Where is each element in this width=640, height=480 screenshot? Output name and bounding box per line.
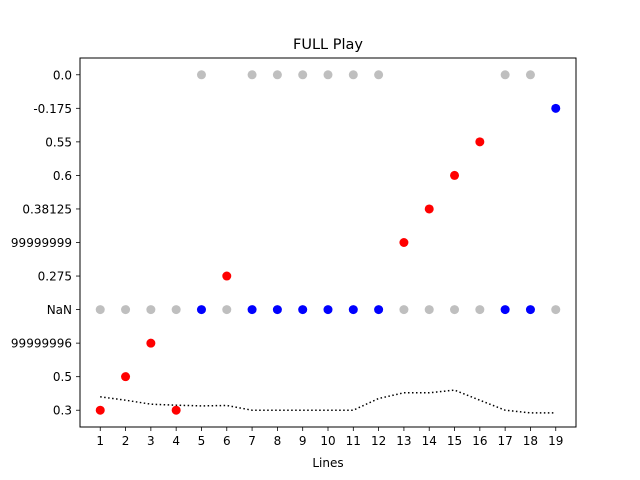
plot-marks <box>95 70 561 415</box>
x-tick-label: 15 <box>447 434 462 448</box>
y-tick-label: NaN <box>47 303 72 317</box>
red-point <box>450 170 460 180</box>
gray-point <box>247 70 257 80</box>
red-point <box>146 338 156 348</box>
gray-point <box>475 305 485 315</box>
gray-point <box>222 305 232 315</box>
gray-point <box>500 70 510 80</box>
x-tick-label: 17 <box>498 434 513 448</box>
blue-point <box>298 305 308 315</box>
gray-point <box>450 305 460 315</box>
x-tick-label: 10 <box>320 434 335 448</box>
blue-point <box>500 305 510 315</box>
blue-point <box>374 305 384 315</box>
y-tick-label: 99999996 <box>11 337 72 351</box>
blue-point <box>323 305 333 315</box>
gray-point <box>348 70 358 80</box>
x-tick-label: 6 <box>223 434 231 448</box>
red-point <box>171 405 181 415</box>
x-tick-label: 12 <box>371 434 386 448</box>
gray-point <box>272 70 282 80</box>
x-tick-label: 11 <box>346 434 361 448</box>
y-tick-label: 0.5 <box>53 370 72 384</box>
x-tick-label: 13 <box>396 434 411 448</box>
blue-point <box>525 305 535 315</box>
red-point <box>399 238 409 247</box>
blue-point <box>551 103 561 113</box>
gray-point <box>399 305 409 315</box>
gray-point <box>374 70 384 80</box>
y-tick-label: 0.3 <box>53 404 72 418</box>
blue-point <box>247 305 257 315</box>
red-point <box>475 137 485 147</box>
chart-title: FULL Play <box>293 37 363 53</box>
plot-frame <box>79 57 577 428</box>
blue-point <box>272 305 282 315</box>
x-tick-label: 1 <box>96 434 104 448</box>
y-axis: 0.3 0.5 99999996 NaN 0.275 99999999 0.38125 0.6… <box>11 68 80 418</box>
gray-point <box>146 305 156 315</box>
x-tick-label: 4 <box>172 434 180 448</box>
x-tick-label: 9 <box>299 434 307 448</box>
red-point <box>222 271 232 281</box>
trend-line <box>100 389 556 414</box>
blue-point <box>196 305 206 315</box>
x-tick-label: 18 <box>523 434 538 448</box>
gray-point <box>424 305 434 315</box>
x-tick-label: 14 <box>422 434 437 448</box>
x-tick-label: 19 <box>548 434 563 448</box>
red-point <box>121 372 131 382</box>
x-tick-label: 5 <box>198 434 206 448</box>
gray-point <box>525 70 535 80</box>
gray-point <box>95 305 105 315</box>
blue-point <box>348 305 358 315</box>
gray-point <box>298 70 308 80</box>
y-tick-label: -0.175 <box>33 102 72 116</box>
gray-point <box>551 305 561 315</box>
x-tick-label: 8 <box>274 434 282 448</box>
gray-point <box>171 305 181 315</box>
red-point <box>95 405 105 415</box>
y-tick-label: 0.55 <box>45 135 72 149</box>
gray-point <box>196 70 206 80</box>
y-tick-label: 99999999 <box>11 236 72 250</box>
y-tick-label: 0.275 <box>38 270 72 284</box>
gray-point <box>121 305 131 315</box>
x-tick-label: 3 <box>147 434 155 448</box>
x-tick-label: 16 <box>472 434 487 448</box>
gray-point <box>323 70 333 80</box>
y-tick-label: 0.38125 <box>22 202 72 216</box>
x-tick-label: 7 <box>248 434 256 448</box>
y-tick-label: 0.0 <box>53 68 72 82</box>
x-tick-label: 2 <box>122 434 130 448</box>
red-point <box>424 204 434 214</box>
y-tick-label: 0.6 <box>53 169 72 183</box>
x-axis: 1 2 3 4 5 6 7 8 9 10 11 12 13 14 15 16 17 18 19 <box>96 427 563 448</box>
x-axis-label: Lines <box>312 456 343 470</box>
